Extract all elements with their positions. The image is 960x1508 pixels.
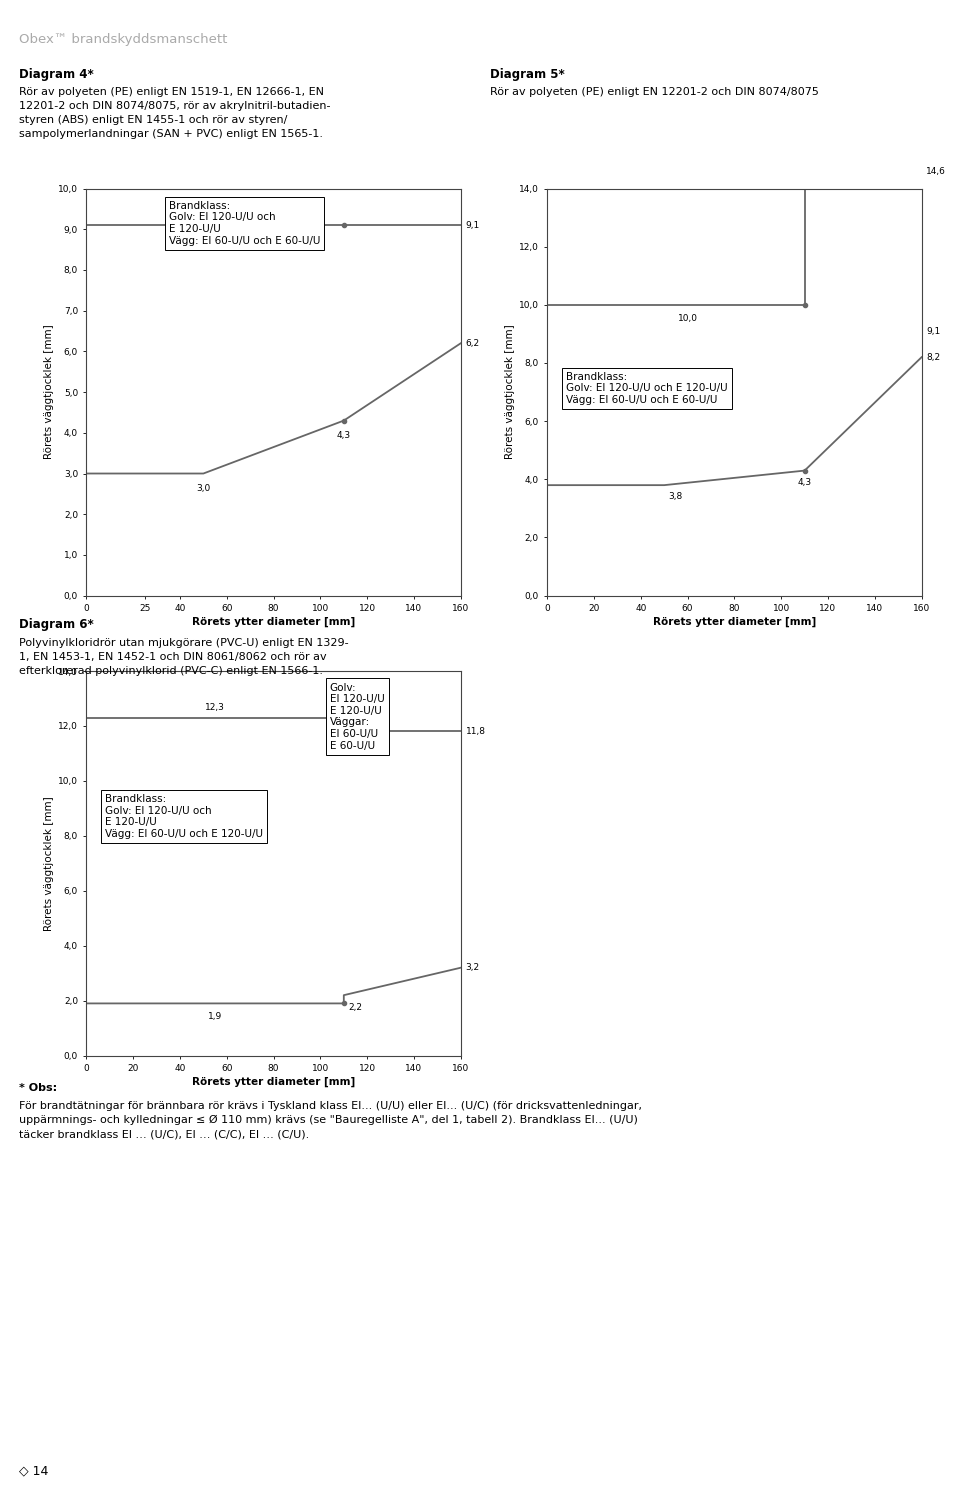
Text: * Obs:: * Obs: — [19, 1083, 58, 1093]
Text: Brandklass:
Golv: EI 120-U/U och
E 120-U/U
Vägg: EI 60-U/U och E 60-U/U: Brandklass: Golv: EI 120-U/U och E 120-U… — [169, 201, 320, 246]
Text: 3,8: 3,8 — [669, 493, 683, 502]
Text: 1,9: 1,9 — [208, 1012, 222, 1021]
Text: Diagram 5*: Diagram 5* — [490, 68, 564, 81]
Text: 9,1: 9,1 — [466, 220, 480, 229]
Text: 6,2: 6,2 — [466, 339, 480, 348]
Text: Rör av polyeten (PE) enligt EN 12201-2 och DIN 8074/8075: Rör av polyeten (PE) enligt EN 12201-2 o… — [490, 87, 819, 98]
Y-axis label: Rörets väggtjocklek [mm]: Rörets väggtjocklek [mm] — [44, 796, 54, 930]
Text: ◇ 14: ◇ 14 — [19, 1464, 49, 1478]
X-axis label: Rörets ytter diameter [mm]: Rörets ytter diameter [mm] — [192, 1077, 355, 1087]
Y-axis label: Rörets väggtjocklek [mm]: Rörets väggtjocklek [mm] — [505, 324, 515, 460]
Text: 3,0: 3,0 — [196, 484, 210, 493]
Text: 4,3: 4,3 — [798, 478, 811, 487]
Text: 8,2: 8,2 — [926, 353, 941, 362]
Text: Rör av polyeten (PE) enligt EN 1519-1, EN 12666-1, EN
12201-2 och DIN 8074/8075,: Rör av polyeten (PE) enligt EN 1519-1, E… — [19, 87, 330, 139]
Text: Diagram 4*: Diagram 4* — [19, 68, 94, 81]
Text: 3,2: 3,2 — [466, 964, 480, 973]
Text: För brandtätningar för brännbara rör krävs i Tyskland klass EI... (U/U) eller EI: För brandtätningar för brännbara rör krä… — [19, 1101, 642, 1139]
Text: 11,8: 11,8 — [466, 727, 486, 736]
Text: Brandklass:
Golv: EI 120-U/U och E 120-U/U
Vägg: EI 60-U/U och E 60-U/U: Brandklass: Golv: EI 120-U/U och E 120-U… — [565, 372, 728, 406]
Text: 12,3: 12,3 — [205, 703, 225, 712]
Text: Polyvinylkloridrör utan mjukgörare (PVC-U) enligt EN 1329-
1, EN 1453-1, EN 1452: Polyvinylkloridrör utan mjukgörare (PVC-… — [19, 638, 348, 676]
Text: 4,3: 4,3 — [337, 431, 350, 440]
X-axis label: Rörets ytter diameter [mm]: Rörets ytter diameter [mm] — [192, 617, 355, 627]
Text: Obex™ brandskyddsmanschett: Obex™ brandskyddsmanschett — [19, 33, 228, 47]
Y-axis label: Rörets väggtjocklek [mm]: Rörets väggtjocklek [mm] — [44, 324, 54, 460]
Text: 2,2: 2,2 — [348, 1003, 363, 1012]
Text: Brandklass:
Golv: EI 120-U/U och
E 120-U/U
Vägg: EI 60-U/U och E 120-U/U: Brandklass: Golv: EI 120-U/U och E 120-U… — [105, 795, 263, 838]
X-axis label: Rörets ytter diameter [mm]: Rörets ytter diameter [mm] — [653, 617, 816, 627]
Text: 10,0: 10,0 — [678, 314, 698, 323]
Text: 14,6: 14,6 — [926, 166, 947, 175]
Text: Golv:
EI 120-U/U
E 120-U/U
Väggar:
EI 60-U/U
E 60-U/U: Golv: EI 120-U/U E 120-U/U Väggar: EI 60… — [330, 683, 385, 751]
Text: Diagram 6*: Diagram 6* — [19, 618, 94, 632]
Text: 9,1: 9,1 — [926, 327, 941, 335]
